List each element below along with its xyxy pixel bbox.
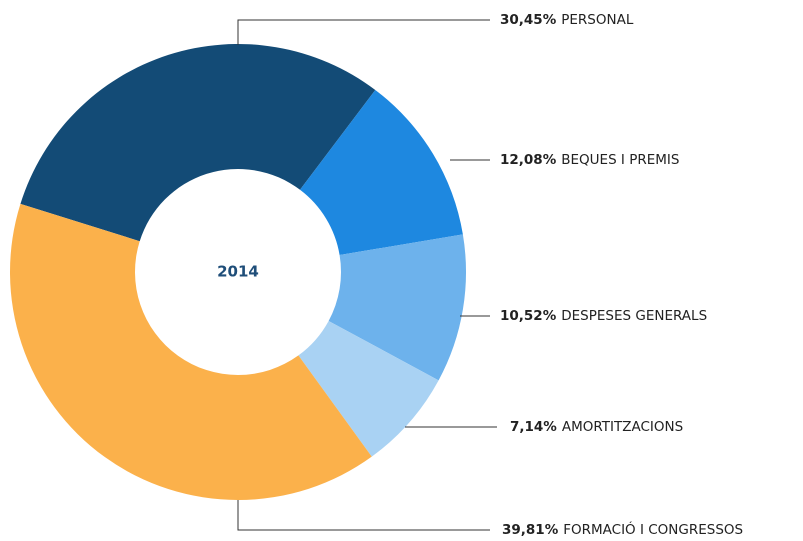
value-label: 12,08%	[500, 152, 557, 168]
leader-line	[237, 19, 490, 45]
segment-label: 10,52% DESPESES GENERALS	[500, 308, 707, 324]
center-label: 2014	[217, 263, 259, 281]
value-label: 39,81%	[502, 522, 559, 538]
category-label: BEQUES I PREMIS	[561, 152, 679, 168]
category-label: FORMACIÓ I CONGRESSOS	[563, 520, 743, 538]
donut-segment	[20, 43, 376, 242]
value-label: 7,14%	[510, 419, 557, 435]
leader-line	[237, 500, 490, 531]
donut-segment	[10, 203, 372, 501]
category-label: PERSONAL	[561, 12, 634, 28]
value-label: 10,52%	[500, 308, 557, 324]
segment-label: 30,45% PERSONAL	[500, 12, 634, 28]
segment-label: 39,81% FORMACIÓ I CONGRESSOS	[502, 520, 743, 538]
segment-label: 7,14% AMORTITZACIONS	[510, 419, 683, 435]
donut-segment	[300, 89, 463, 256]
category-label: AMORTITZACIONS	[562, 419, 683, 435]
category-label: DESPESES GENERALS	[561, 308, 707, 324]
value-label: 30,45%	[500, 12, 557, 28]
donut-segment	[298, 320, 439, 457]
segment-label: 12,08% BEQUES I PREMIS	[500, 152, 679, 168]
donut-segment	[328, 234, 466, 381]
